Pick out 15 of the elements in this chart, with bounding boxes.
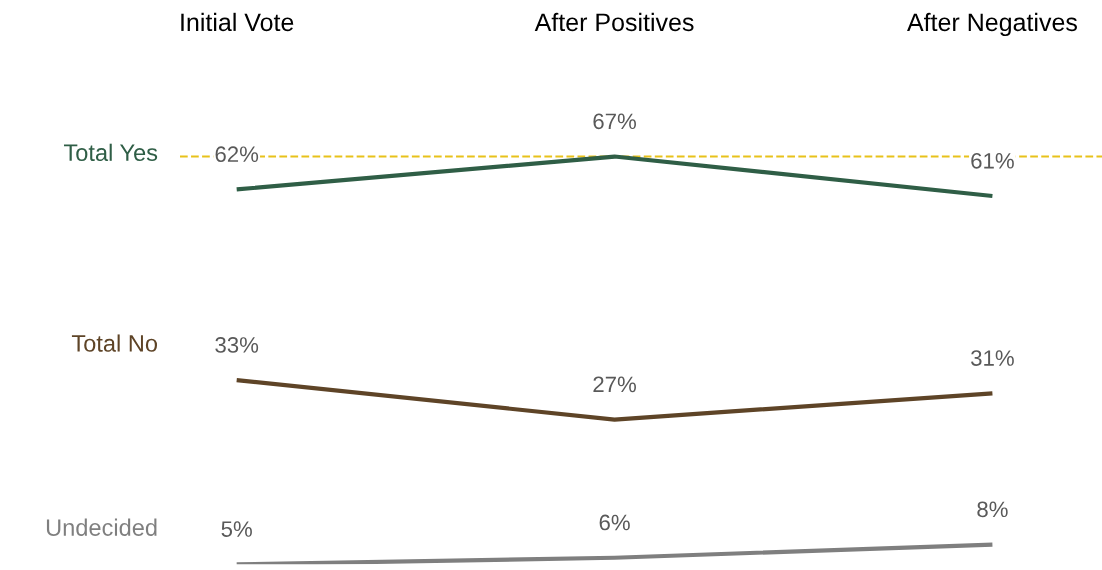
data-label: 61% bbox=[971, 152, 1014, 169]
data-label: 6% bbox=[599, 514, 630, 531]
data-label: 62% bbox=[215, 146, 259, 163]
text: Total No bbox=[71, 334, 158, 352]
data-label: 33% bbox=[215, 337, 259, 353]
x-tick-label: Initial Vote bbox=[181, 12, 294, 32]
data-label: 8% bbox=[977, 501, 1008, 518]
data-label: 31% bbox=[971, 350, 1014, 366]
x-tick-label: After Negatives bbox=[907, 12, 1077, 37]
data-label: 67% bbox=[593, 113, 636, 130]
text: Undecided bbox=[46, 518, 157, 536]
data-label: 27% bbox=[593, 376, 636, 393]
data-label: 5% bbox=[221, 521, 252, 537]
text: Total Yes bbox=[63, 143, 158, 162]
x-tick-label: After Positives bbox=[534, 12, 694, 32]
